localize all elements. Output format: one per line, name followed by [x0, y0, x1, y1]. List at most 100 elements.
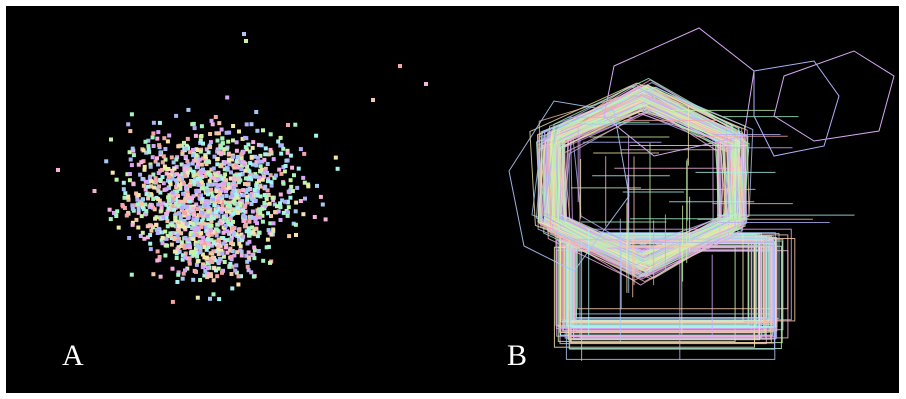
point-marker [172, 173, 176, 177]
point-marker [222, 260, 227, 264]
point-marker [169, 236, 174, 240]
point-marker [188, 245, 192, 250]
point-marker [196, 226, 201, 231]
point-marker [211, 166, 216, 171]
point-marker [172, 166, 177, 171]
point-marker [160, 235, 165, 240]
point-marker [161, 181, 166, 186]
point-marker [179, 162, 184, 167]
point-marker [227, 264, 232, 269]
point-marker [200, 265, 205, 270]
point-marker [177, 203, 181, 208]
point-marker [205, 204, 210, 208]
point-marker [240, 171, 245, 176]
point-marker [130, 220, 135, 225]
point-marker [144, 192, 149, 197]
point-marker [216, 187, 221, 192]
point-marker [220, 136, 225, 141]
point-marker [157, 143, 162, 148]
point-marker [155, 231, 160, 235]
point-marker [206, 245, 211, 249]
point-marker [201, 216, 206, 221]
point-marker [159, 205, 164, 210]
point-marker [170, 169, 175, 174]
point-marker [315, 183, 319, 188]
point-marker [205, 266, 210, 271]
point-marker [167, 185, 172, 190]
point-marker [92, 189, 97, 193]
point-marker [191, 222, 196, 227]
point-marker [151, 131, 156, 136]
point-marker [278, 143, 283, 148]
point-marker [182, 213, 187, 218]
point-marker [215, 157, 220, 162]
point-marker [234, 148, 239, 153]
point-marker [206, 239, 211, 244]
point-marker [228, 262, 233, 266]
point-marker [134, 217, 139, 222]
point-marker [250, 145, 255, 150]
point-marker [193, 133, 198, 138]
point-marker [233, 183, 238, 188]
point-marker [211, 197, 216, 202]
point-marker [153, 176, 158, 181]
point-marker [174, 224, 178, 229]
point-marker [187, 243, 192, 248]
point-marker [204, 247, 209, 252]
point-marker [175, 155, 180, 160]
point-marker [209, 190, 214, 195]
point-marker [199, 124, 204, 129]
point-marker [127, 236, 132, 240]
point-marker [252, 256, 257, 261]
point-marker [256, 186, 260, 191]
point-marker [257, 178, 261, 183]
point-marker [264, 196, 269, 201]
point-marker [208, 207, 213, 212]
point-marker [287, 234, 292, 239]
point-marker [212, 266, 217, 271]
point-marker [200, 210, 204, 215]
point-marker [159, 208, 164, 213]
point-marker [214, 227, 219, 232]
point-marker [263, 184, 268, 189]
point-marker [194, 188, 199, 193]
point-marker [178, 216, 183, 221]
point-marker [158, 168, 163, 173]
point-marker [149, 228, 154, 233]
point-marker [157, 184, 161, 189]
point-marker [219, 127, 224, 132]
point-marker [198, 213, 203, 218]
point-marker [110, 170, 115, 175]
point-marker [156, 162, 161, 167]
point-marker [290, 165, 295, 170]
point-marker [196, 182, 201, 187]
point-marker [226, 185, 231, 190]
point-marker [182, 218, 187, 223]
point-marker [261, 128, 265, 133]
point-marker [293, 222, 298, 227]
point-marker [173, 213, 178, 218]
point-marker [206, 209, 211, 214]
point-marker [209, 214, 214, 219]
point-marker [120, 203, 125, 207]
point-marker [235, 154, 240, 159]
point-marker [232, 231, 237, 236]
point-marker [160, 175, 165, 179]
point-marker [136, 210, 141, 215]
point-marker [318, 194, 323, 199]
point-marker [424, 82, 428, 86]
point-marker [165, 224, 170, 229]
point-marker [232, 253, 237, 258]
point-marker [205, 214, 210, 219]
point-marker [181, 202, 186, 207]
point-marker [288, 188, 293, 193]
point-marker [179, 199, 184, 204]
point-marker [181, 191, 186, 196]
point-marker [222, 147, 227, 152]
point-marker [156, 171, 161, 175]
point-marker [214, 214, 218, 219]
point-marker [176, 272, 181, 277]
point-marker [246, 268, 251, 273]
point-marker [235, 195, 240, 200]
point-marker [224, 213, 228, 218]
